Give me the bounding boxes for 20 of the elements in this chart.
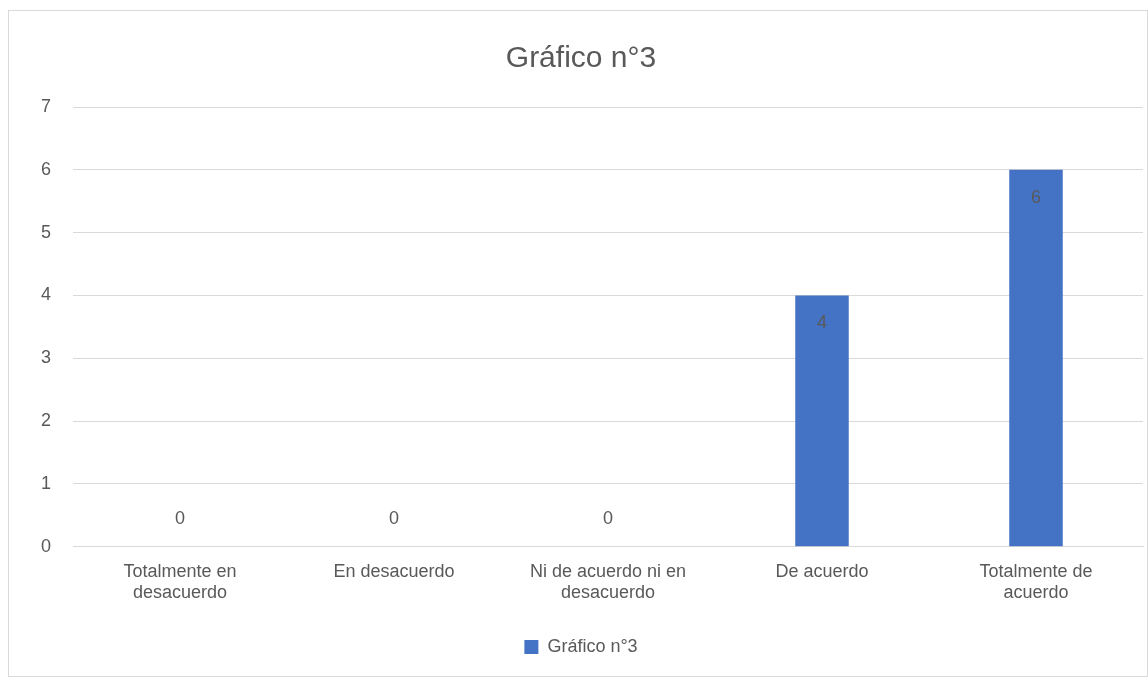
x-tick-label: Totalmente de acuerdo [979, 560, 1093, 603]
y-tick-label: 0 [41, 535, 52, 556]
y-tick-label: 4 [41, 284, 52, 305]
data-label: 0 [175, 507, 186, 528]
chart-title: Gráfico n°3 [505, 40, 657, 74]
data-label: 4 [817, 312, 828, 333]
legend-label: Gráfico n°3 [547, 635, 638, 656]
x-tick-label: En desacuerdo [333, 560, 455, 581]
y-tick-label: 6 [41, 158, 52, 179]
x-tick-label: Totalmente en desacuerdo [123, 560, 237, 603]
y-tick-label: 7 [41, 95, 52, 116]
x-tick-label: De acuerdo [775, 560, 869, 581]
y-tick-label: 5 [41, 221, 52, 242]
data-label: 0 [603, 507, 614, 528]
y-tick-label: 3 [41, 347, 52, 368]
data-label: 6 [1030, 186, 1042, 207]
y-tick-label: 1 [41, 472, 52, 493]
data-label: 0 [389, 507, 400, 528]
y-tick-label: 2 [41, 410, 52, 431]
x-tick-label: Ni de acuerdo ni en desacuerdo [529, 560, 687, 603]
